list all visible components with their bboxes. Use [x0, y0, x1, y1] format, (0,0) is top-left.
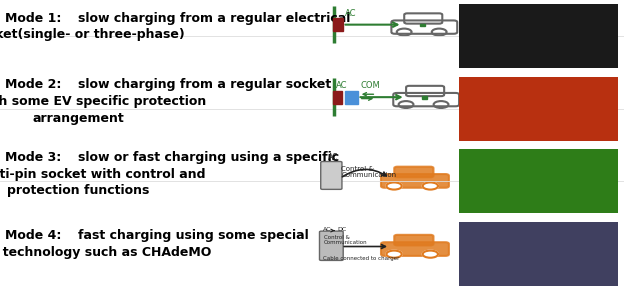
- Bar: [459, 77, 618, 141]
- Bar: [459, 222, 618, 286]
- Text: protection functions: protection functions: [7, 184, 149, 197]
- Text: AC: AC: [328, 153, 338, 162]
- Bar: [333, 18, 343, 31]
- Circle shape: [422, 251, 438, 258]
- Circle shape: [386, 251, 402, 258]
- Text: AC: AC: [344, 9, 356, 18]
- Text: EV multi-pin socket with control and: EV multi-pin socket with control and: [0, 168, 205, 181]
- Text: arrangement: arrangement: [32, 112, 124, 125]
- Text: Mode 3:: Mode 3:: [5, 151, 61, 164]
- Text: fast charging using some special: fast charging using some special: [78, 229, 309, 242]
- Text: Control &: Control &: [341, 166, 374, 172]
- Text: slow charging from a regular socket: slow charging from a regular socket: [78, 78, 331, 91]
- Bar: [333, 91, 342, 104]
- Bar: [459, 149, 618, 213]
- Bar: [345, 91, 358, 104]
- Text: Communication: Communication: [341, 172, 396, 178]
- Bar: [420, 24, 426, 26]
- Text: slow or fast charging using a specific: slow or fast charging using a specific: [78, 151, 339, 164]
- FancyBboxPatch shape: [321, 162, 342, 189]
- Text: Communication: Communication: [324, 240, 368, 245]
- FancyBboxPatch shape: [381, 242, 449, 256]
- Text: socket(single- or three-phase): socket(single- or three-phase): [0, 28, 184, 41]
- Bar: [422, 96, 427, 99]
- FancyBboxPatch shape: [394, 235, 434, 245]
- Text: AC: AC: [336, 81, 347, 90]
- Text: Mode 1:: Mode 1:: [5, 12, 61, 25]
- Text: slow charging from a regular electrical: slow charging from a regular electrical: [78, 12, 350, 25]
- Text: Mode 4:: Mode 4:: [5, 229, 61, 242]
- Circle shape: [386, 182, 402, 190]
- Text: charger technology such as CHAdeMO: charger technology such as CHAdeMO: [0, 246, 212, 259]
- Text: DC: DC: [337, 227, 346, 232]
- Text: Mode 2:: Mode 2:: [5, 78, 61, 91]
- Text: AC: AC: [323, 227, 331, 232]
- Text: Control &: Control &: [324, 235, 349, 240]
- FancyBboxPatch shape: [381, 174, 449, 188]
- Text: but with some EV specific protection: but with some EV specific protection: [0, 95, 207, 108]
- FancyBboxPatch shape: [319, 231, 343, 260]
- Circle shape: [422, 182, 438, 190]
- FancyBboxPatch shape: [394, 167, 434, 177]
- Text: Cable connected to charger: Cable connected to charger: [323, 256, 399, 261]
- Text: COM: COM: [360, 81, 380, 90]
- Bar: [459, 4, 618, 68]
